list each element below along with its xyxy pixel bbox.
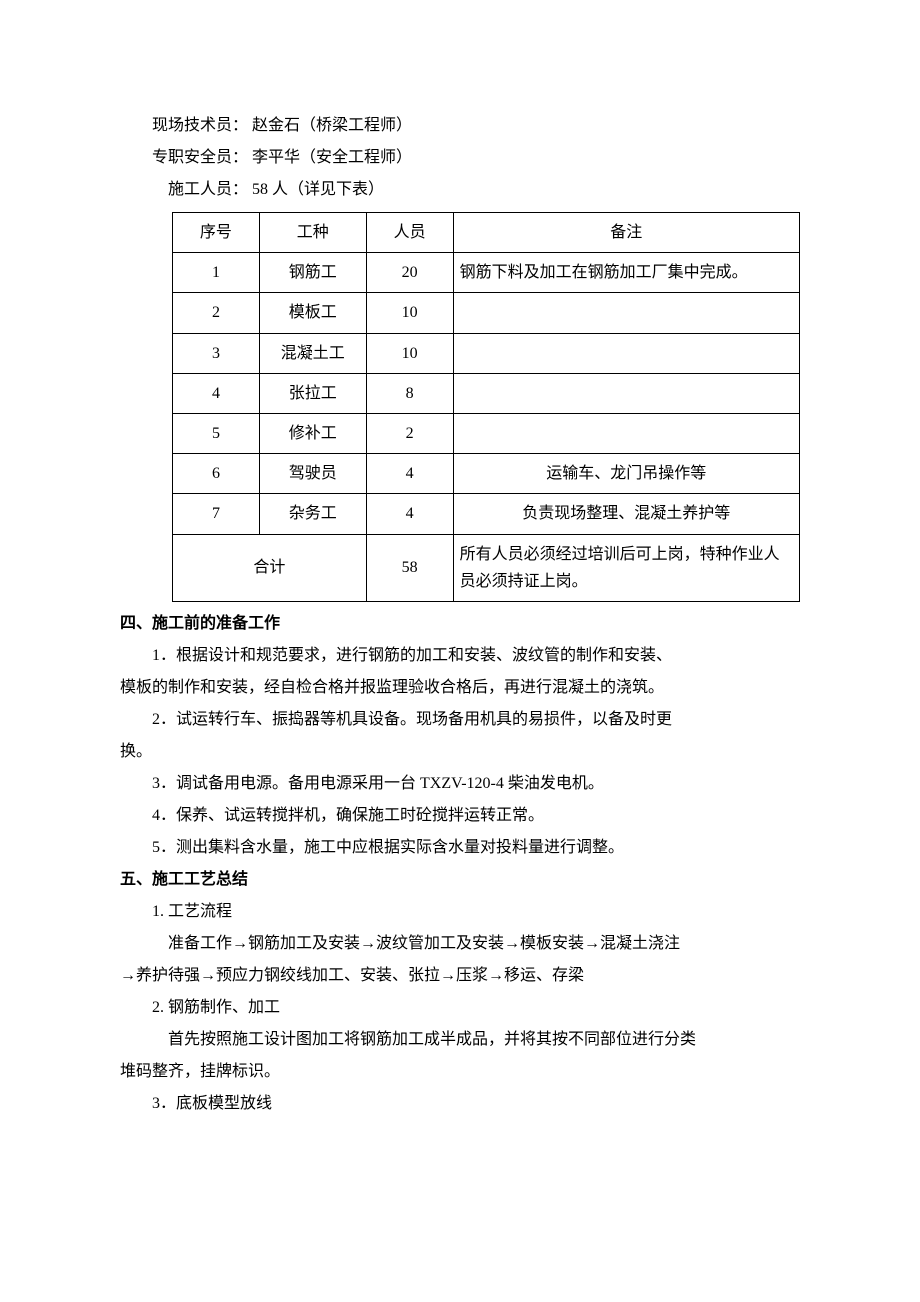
- cell-count: 4: [366, 494, 453, 534]
- section4-p3: 3．调试备用电源。备用电源采用一台 TXZV-120-4 柴油发电机。: [120, 768, 800, 800]
- cell-count: 4: [366, 454, 453, 494]
- cell-total-note: 所有人员必须经过培训后可上岗，特种作业人员必须持证上岗。: [453, 534, 799, 601]
- workers-label: 施工人员：: [168, 181, 248, 198]
- cell-note: 运输车、龙门吊操作等: [453, 454, 799, 494]
- cell-type: 钢筋工: [259, 253, 366, 293]
- cell-note: 负责现场整理、混凝土养护等: [453, 494, 799, 534]
- table-total-row: 合计 58 所有人员必须经过培训后可上岗，特种作业人员必须持证上岗。: [173, 534, 800, 601]
- tech-staff-label: 现场技术员：: [152, 117, 248, 134]
- cell-seq: 3: [173, 333, 260, 373]
- section5-p3: 3．底板模型放线: [120, 1088, 800, 1120]
- cell-note: [453, 293, 799, 333]
- section5-p1: 1. 工艺流程: [120, 896, 800, 928]
- cell-note: [453, 333, 799, 373]
- table-row: 2 模板工 10: [173, 293, 800, 333]
- cell-note: 钢筋下料及加工在钢筋加工厂集中完成。: [453, 253, 799, 293]
- section5-p2a: 首先按照施工设计图加工将钢筋加工成半成品，并将其按不同部位进行分类: [120, 1024, 800, 1056]
- section4-p5: 5．测出集料含水量，施工中应根据实际含水量对投料量进行调整。: [120, 832, 800, 864]
- cell-seq: 4: [173, 373, 260, 413]
- cell-note: [453, 373, 799, 413]
- personnel-table: 序号 工种 人员 备注 1 钢筋工 20 钢筋下料及加工在钢筋加工厂集中完成。 …: [172, 212, 800, 602]
- cell-seq: 2: [173, 293, 260, 333]
- section5-p1fa: 准备工作→钢筋加工及安装→波纹管加工及安装→模板安装→混凝土浇注: [120, 928, 800, 960]
- document-page: 现场技术员： 赵金石（桥梁工程师） 专职安全员： 李平华（安全工程师） 施工人员…: [0, 0, 920, 1302]
- cell-count: 10: [366, 293, 453, 333]
- th-type: 工种: [259, 213, 366, 253]
- cell-count: 8: [366, 373, 453, 413]
- tech-staff-line: 现场技术员： 赵金石（桥梁工程师）: [120, 110, 800, 142]
- cell-type: 张拉工: [259, 373, 366, 413]
- cell-count: 10: [366, 333, 453, 373]
- table-header-row: 序号 工种 人员 备注: [173, 213, 800, 253]
- section5-p2b: 堆码整齐，挂牌标识。: [120, 1056, 800, 1088]
- section4-title: 四、施工前的准备工作: [120, 608, 800, 640]
- safety-staff-value: 李平华（安全工程师）: [252, 149, 412, 166]
- workers-line: 施工人员： 58 人（详见下表）: [120, 174, 800, 206]
- section4-p2a: 2．试运转行车、振捣器等机具设备。现场备用机具的易损件，以备及时更: [120, 704, 800, 736]
- cell-seq: 5: [173, 413, 260, 453]
- section5-title: 五、施工工艺总结: [120, 864, 800, 896]
- cell-type: 修补工: [259, 413, 366, 453]
- cell-type: 模板工: [259, 293, 366, 333]
- cell-type: 驾驶员: [259, 454, 366, 494]
- cell-count: 20: [366, 253, 453, 293]
- section4-p1b: 模板的制作和安装，经自检合格并报监理验收合格后，再进行混凝土的浇筑。: [120, 672, 800, 704]
- th-note: 备注: [453, 213, 799, 253]
- cell-seq: 1: [173, 253, 260, 293]
- cell-type: 杂务工: [259, 494, 366, 534]
- safety-staff-label: 专职安全员：: [152, 149, 248, 166]
- cell-total-count: 58: [366, 534, 453, 601]
- cell-note: [453, 413, 799, 453]
- section4-p2b: 换。: [120, 736, 800, 768]
- table-row: 7 杂务工 4 负责现场整理、混凝土养护等: [173, 494, 800, 534]
- section4-p4: 4．保养、试运转搅拌机，确保施工时砼搅拌运转正常。: [120, 800, 800, 832]
- cell-seq: 7: [173, 494, 260, 534]
- section4-p1a: 1．根据设计和规范要求，进行钢筋的加工和安装、波纹管的制作和安装、: [120, 640, 800, 672]
- table-row: 4 张拉工 8: [173, 373, 800, 413]
- workers-value: 58 人（详见下表）: [252, 181, 384, 198]
- cell-total-label: 合计: [173, 534, 367, 601]
- table-row: 3 混凝土工 10: [173, 333, 800, 373]
- table-row: 5 修补工 2: [173, 413, 800, 453]
- th-count: 人员: [366, 213, 453, 253]
- cell-seq: 6: [173, 454, 260, 494]
- table-row: 1 钢筋工 20 钢筋下料及加工在钢筋加工厂集中完成。: [173, 253, 800, 293]
- section5-p2: 2. 钢筋制作、加工: [120, 992, 800, 1024]
- th-seq: 序号: [173, 213, 260, 253]
- cell-type: 混凝土工: [259, 333, 366, 373]
- tech-staff-value: 赵金石（桥梁工程师）: [252, 117, 412, 134]
- safety-staff-line: 专职安全员： 李平华（安全工程师）: [120, 142, 800, 174]
- table-row: 6 驾驶员 4 运输车、龙门吊操作等: [173, 454, 800, 494]
- cell-count: 2: [366, 413, 453, 453]
- section5-p1fb: →养护待强→预应力钢绞线加工、安装、张拉→压浆→移运、存梁: [120, 960, 800, 992]
